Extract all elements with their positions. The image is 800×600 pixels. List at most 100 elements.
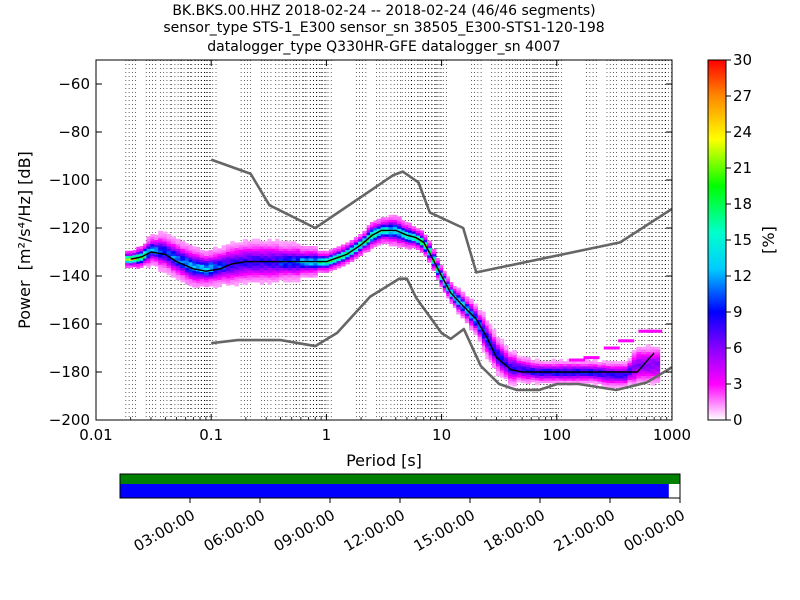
heatmap-cell [645, 378, 651, 381]
heatmap-cell [499, 338, 505, 342]
heatmap-cell [225, 275, 231, 279]
heatmap-cell [623, 366, 628, 369]
heatmap-cell [158, 269, 163, 272]
heatmap-cell [336, 258, 342, 262]
heatmap-cell [154, 263, 159, 267]
colorbar-tick-label: 12 [733, 267, 752, 285]
heatmap-cell [291, 253, 297, 256]
colorbar-tick-label: 15 [733, 231, 752, 249]
heatmap-cell [495, 363, 501, 367]
heatmap-cell [136, 254, 141, 257]
x-tick-label: 0.01 [79, 426, 112, 444]
heatmap-cell [287, 258, 293, 261]
heatmap-cell [325, 250, 330, 254]
heatmap-cell [508, 354, 513, 357]
heatmap-cell [481, 326, 486, 329]
heatmap-cell [267, 243, 272, 247]
heatmap-cell [645, 349, 651, 352]
heatmap-cell [287, 246, 293, 249]
heatmap-cell [225, 254, 231, 257]
heatmap-cell [614, 380, 620, 384]
heatmap-cell [259, 274, 265, 278]
heatmap-cell [278, 258, 284, 261]
coverage-time-label: 15:00:00 [411, 506, 478, 555]
heatmap-cell [162, 246, 168, 249]
heatmap-cell [477, 336, 483, 340]
heatmap-cell [495, 366, 501, 369]
heatmap-cell [392, 219, 398, 223]
colorbar-tick-label: 6 [733, 339, 743, 357]
heatmap-cell [427, 247, 432, 251]
heatmap-cell [592, 380, 598, 384]
heatmap-cell [469, 320, 474, 324]
heatmap-cell [313, 270, 318, 273]
heatmap-cell [295, 265, 301, 268]
heatmap-cell [605, 372, 611, 376]
heatmap-cell [508, 373, 513, 376]
heatmap-cell [225, 270, 231, 274]
heatmap-cell [605, 375, 611, 379]
heatmap-cell [631, 350, 637, 353]
heatmap-cell [170, 243, 177, 247]
heatmap-cell [392, 214, 398, 218]
heatmap-cell [125, 253, 130, 256]
heatmap-cell [259, 272, 265, 276]
heatmap-cell [332, 267, 337, 270]
heatmap-cell [419, 237, 424, 241]
heatmap-cell [469, 322, 474, 326]
heatmap-cell [521, 361, 527, 364]
heatmap-cell [380, 234, 386, 237]
heatmap-cell [547, 373, 553, 376]
heatmap-cell [512, 374, 517, 377]
heatmap-cell [427, 243, 432, 246]
heatmap-cell [579, 380, 585, 384]
heatmap-cell [419, 232, 424, 236]
heatmap-cell [158, 266, 163, 270]
heatmap-cell [508, 378, 513, 381]
heatmap-cell [195, 246, 201, 250]
heatmap-cell [641, 346, 647, 350]
x-axis-label: Period [s] [346, 451, 422, 470]
heatmap-cell [308, 274, 314, 278]
heatmap-cell [247, 270, 253, 273]
heatmap-cell [436, 265, 440, 268]
heatmap-cell [188, 259, 193, 263]
heatmap-cell [271, 277, 276, 280]
heatmap-cell [592, 363, 598, 367]
heatmap-cell [291, 255, 297, 259]
heatmap-cell [283, 243, 288, 247]
heatmap-cell [275, 250, 280, 254]
heatmap-cell [238, 263, 244, 267]
heatmap-cell [614, 368, 620, 372]
heatmap-cell [208, 257, 214, 260]
heatmap-cell [259, 270, 265, 273]
heatmap-cell [499, 370, 505, 373]
heatmap-cell [446, 281, 450, 284]
heatmap-cell [464, 318, 470, 321]
heatmap-cell [631, 359, 637, 363]
heatmap-cell [139, 258, 144, 261]
heatmap-cell [243, 270, 248, 274]
heatmap-cell [388, 219, 394, 223]
heatmap-cell [423, 253, 428, 257]
heatmap-cell [408, 244, 412, 248]
heatmap-cell [431, 253, 437, 257]
heatmap-cell [370, 229, 374, 232]
heatmap-cell [530, 379, 536, 383]
heatmap-cell [328, 256, 334, 260]
heatmap-cell [259, 277, 265, 280]
heatmap-cell [650, 346, 656, 350]
heatmap-cell [170, 236, 177, 240]
y-axis-ticks: −200−180−160−140−120−100−80−60 [49, 75, 672, 429]
heatmap-cell [146, 250, 151, 254]
heatmap-cell [488, 340, 493, 344]
heatmap-cell [278, 270, 284, 273]
heatmap-cell [512, 376, 517, 380]
heatmap-cell [508, 356, 513, 360]
heatmap-cell [304, 255, 310, 259]
heatmap-cell [143, 258, 147, 261]
heatmap-cell [230, 241, 235, 244]
heatmap-cell [325, 270, 330, 273]
heatmap-cell [376, 242, 382, 246]
heatmap-cell [566, 380, 572, 384]
